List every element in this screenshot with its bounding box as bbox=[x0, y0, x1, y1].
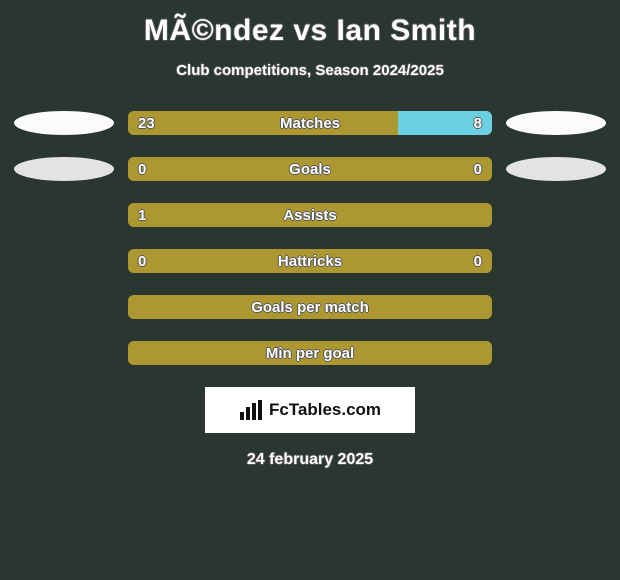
stat-label: Assists bbox=[128, 203, 492, 227]
player-left-badge bbox=[14, 157, 114, 181]
stat-bar: 00Hattricks bbox=[128, 249, 492, 273]
stat-row: 00Hattricks bbox=[14, 249, 606, 273]
spacer bbox=[506, 203, 606, 227]
stat-row: 1Assists bbox=[14, 203, 606, 227]
stat-bar: 238Matches bbox=[128, 111, 492, 135]
spacer bbox=[14, 249, 114, 273]
stat-label: Min per goal bbox=[128, 341, 492, 365]
subtitle: Club competitions, Season 2024/2025 bbox=[0, 62, 620, 79]
stat-bar: Min per goal bbox=[128, 341, 492, 365]
stat-rows: 238Matches 00Goals 1Assists 00Hattricks Goal… bbox=[0, 111, 620, 365]
spacer bbox=[14, 203, 114, 227]
stat-label: Goals bbox=[128, 157, 492, 181]
spacer bbox=[14, 341, 114, 365]
stat-row: 238Matches bbox=[14, 111, 606, 135]
logo-box: FcTables.com bbox=[205, 387, 415, 433]
stat-label: Matches bbox=[128, 111, 492, 135]
stat-label: Hattricks bbox=[128, 249, 492, 273]
stat-row: 00Goals bbox=[14, 157, 606, 181]
stat-bar: Goals per match bbox=[128, 295, 492, 319]
stat-label: Goals per match bbox=[128, 295, 492, 319]
player-right-badge bbox=[506, 111, 606, 135]
spacer bbox=[506, 249, 606, 273]
stat-row: Goals per match bbox=[14, 295, 606, 319]
comparison-infographic: MÃ©ndez vs Ian Smith Club competitions, … bbox=[0, 0, 620, 580]
spacer bbox=[14, 295, 114, 319]
footer-date: 24 february 2025 bbox=[0, 451, 620, 469]
page-title: MÃ©ndez vs Ian Smith bbox=[0, 0, 620, 48]
player-left-badge bbox=[14, 111, 114, 135]
player-right-badge bbox=[506, 157, 606, 181]
stat-bar: 1Assists bbox=[128, 203, 492, 227]
bars-icon bbox=[239, 400, 263, 420]
stat-row: Min per goal bbox=[14, 341, 606, 365]
spacer bbox=[506, 341, 606, 365]
logo-text: FcTables.com bbox=[269, 400, 381, 420]
stat-bar: 00Goals bbox=[128, 157, 492, 181]
spacer bbox=[506, 295, 606, 319]
